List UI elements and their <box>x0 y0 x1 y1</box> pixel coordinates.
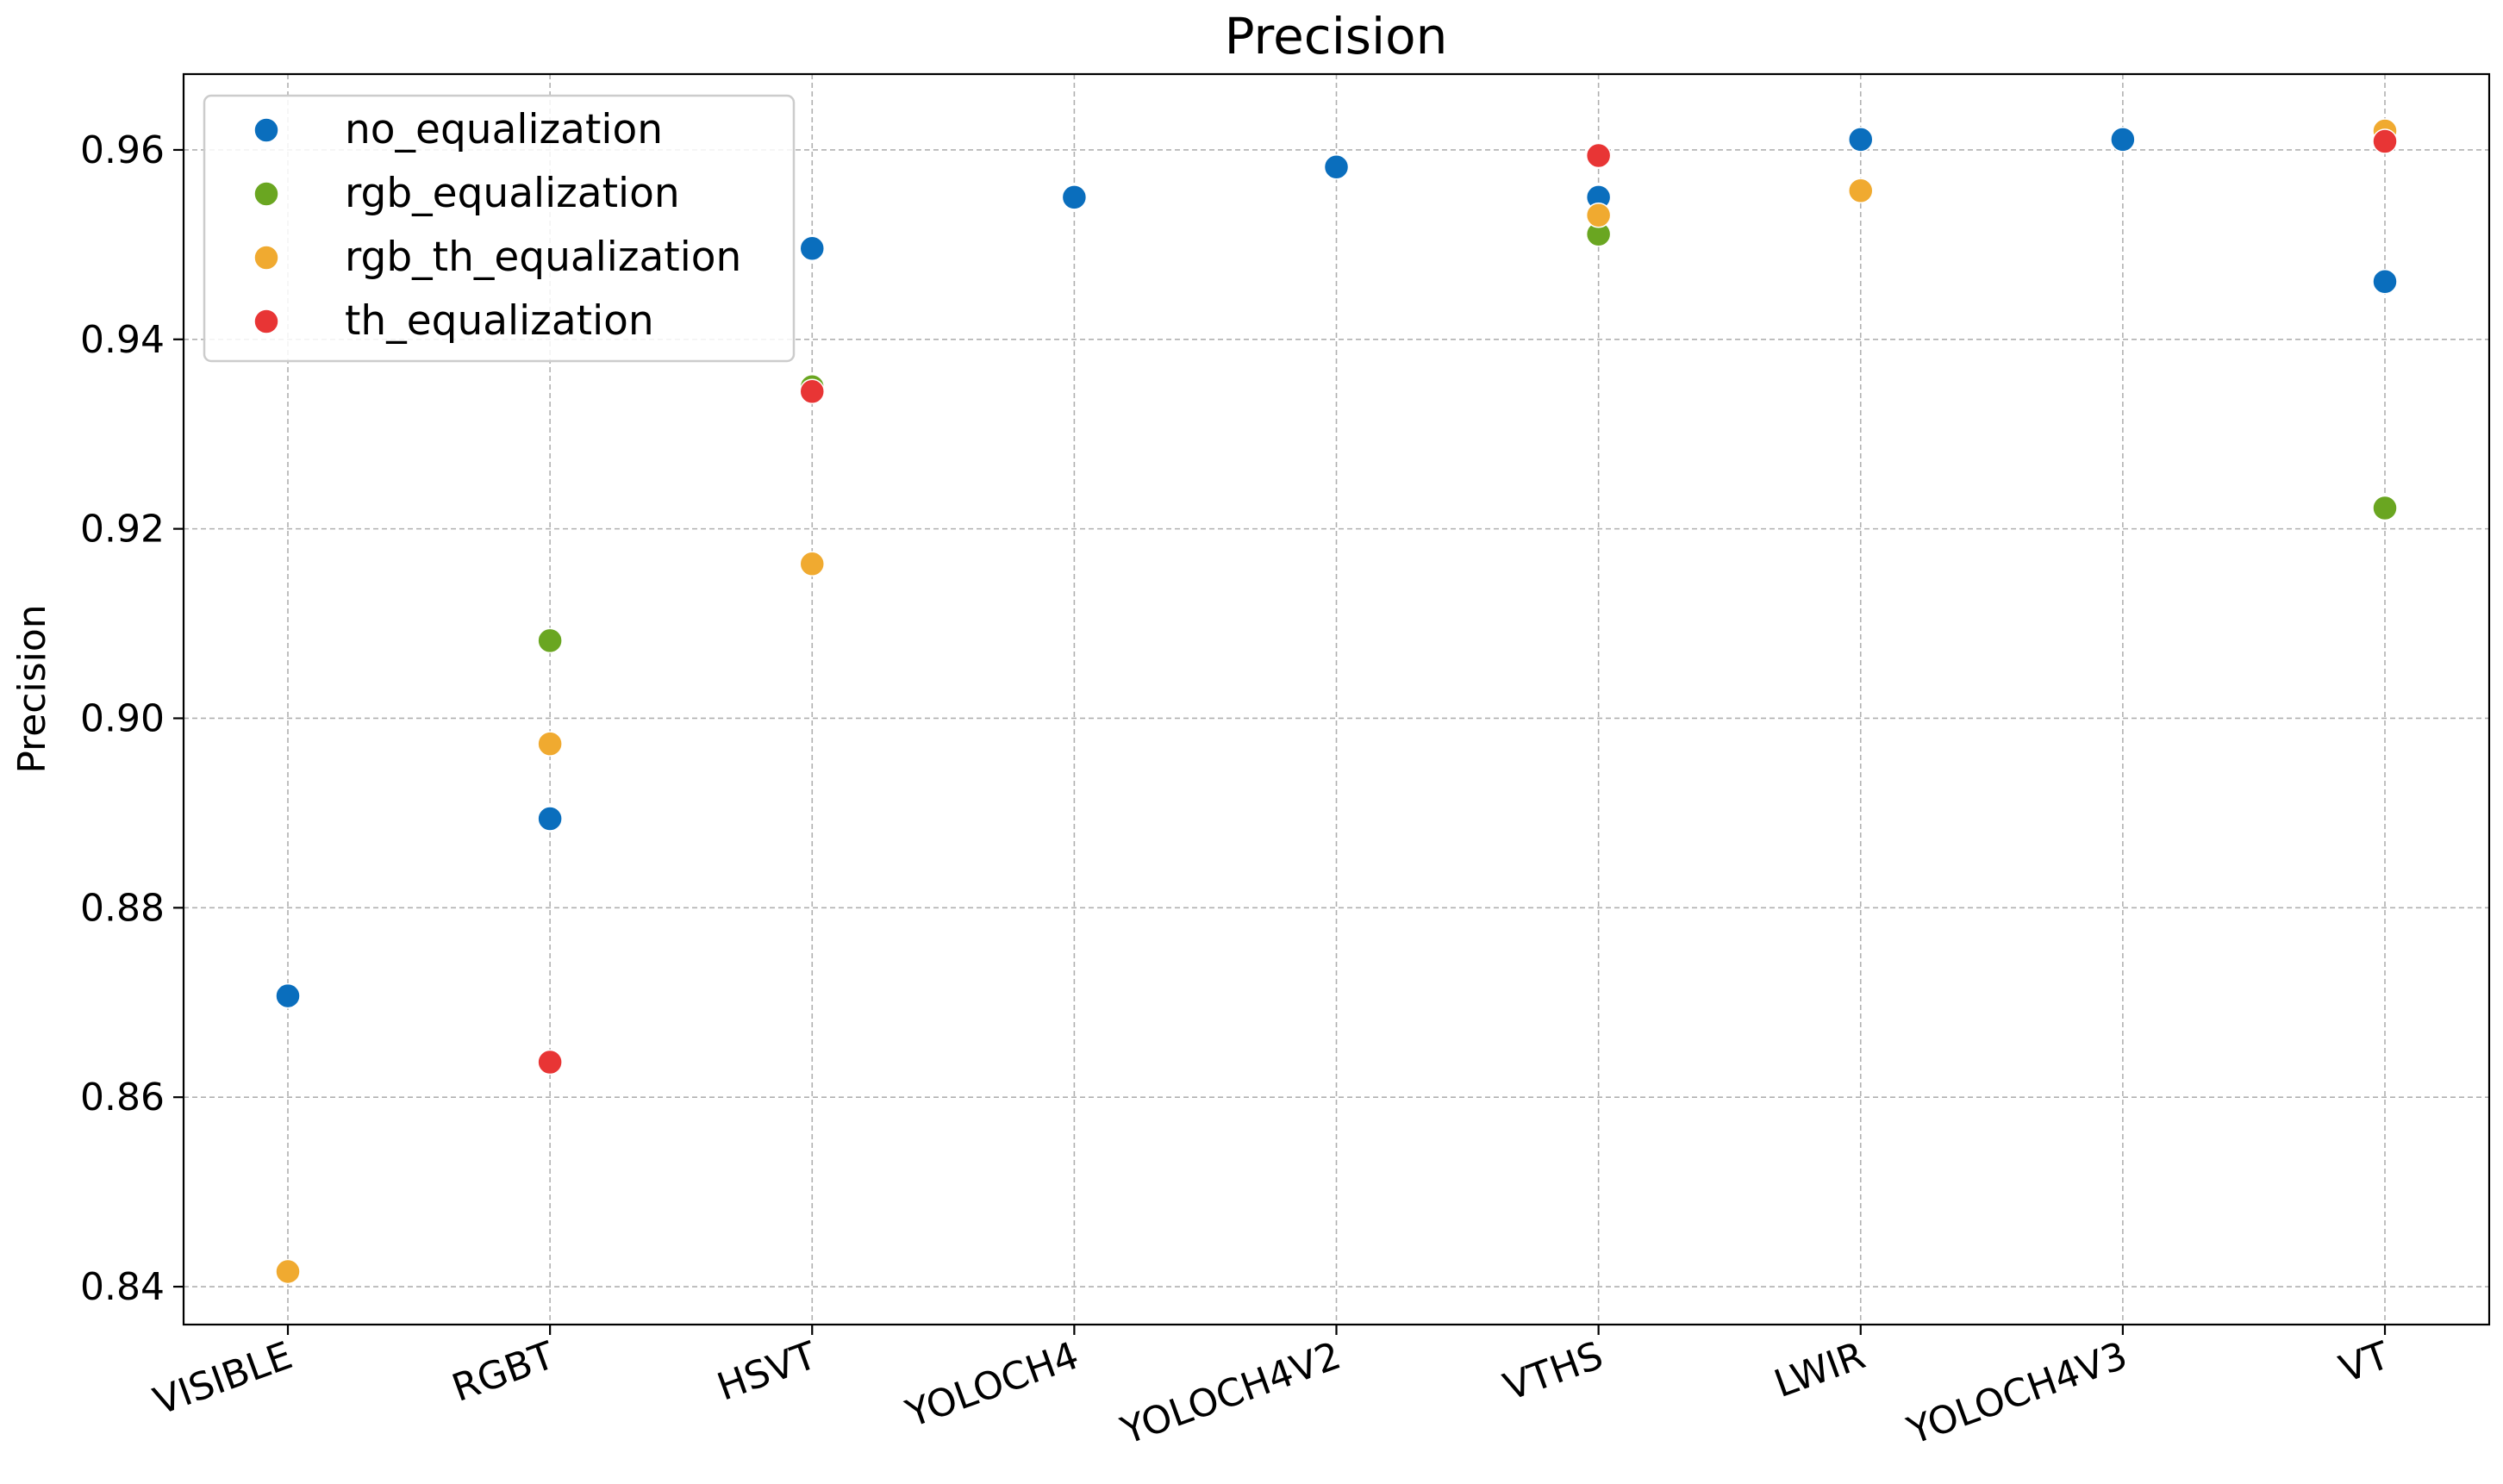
legend-label: rgb_equalization <box>345 170 680 217</box>
y-axis-ticks: 0.84 0.86 0.88 0.90 0.92 0.94 0.96 <box>80 128 184 1309</box>
legend-marker <box>253 181 279 207</box>
point-rgb-th-equalization <box>799 551 825 577</box>
legend-label: th_equalization <box>345 297 654 345</box>
point-rgb-th-equalization <box>1585 203 1612 228</box>
y-tick-label: 0.92 <box>80 508 165 552</box>
point-th-equalization <box>1585 142 1612 169</box>
x-tick-label: YOLOCH4V2 <box>1114 1333 1346 1453</box>
point-rgb-equalization <box>537 627 563 654</box>
series-th-equalization <box>537 128 2398 1076</box>
legend-box <box>203 94 796 363</box>
y-tick-label: 0.90 <box>80 696 165 740</box>
x-tick-label: VISIBLE <box>148 1333 298 1424</box>
series-rgb-th-equalization <box>275 118 2398 1285</box>
point-no-equalization <box>1323 153 1350 180</box>
x-tick-label: VT <box>2334 1333 2395 1391</box>
y-tick-label: 0.96 <box>80 128 165 172</box>
legend-item: no_equalization <box>253 106 663 153</box>
x-tick-label: LWIR <box>1769 1333 1870 1406</box>
y-tick-label: 0.88 <box>80 886 165 930</box>
x-axis-ticks: VISIBLE RGBT HSVT YOLOCH4 YOLOCH4V2 VTHS LWIR Y… <box>148 1325 2395 1454</box>
legend-item: rgb_th_equalization <box>253 234 741 281</box>
point-rgb-equalization <box>2372 495 2398 521</box>
point-no-equalization <box>537 806 563 832</box>
y-tick-label: 0.94 <box>80 318 165 362</box>
x-tick-label: YOLOCH4 <box>900 1333 1084 1437</box>
legend-marker <box>253 309 279 334</box>
x-tick-label: RGBT <box>446 1333 560 1411</box>
point-no-equalization <box>799 235 825 262</box>
data-points <box>275 118 2398 1285</box>
y-tick-label: 0.84 <box>80 1265 165 1309</box>
point-rgb-th-equalization <box>1848 178 1874 203</box>
legend-marker <box>253 245 279 271</box>
legend-marker <box>253 117 279 143</box>
series-no-equalization <box>275 127 2398 1009</box>
x-tick-label: YOLOCH4V3 <box>1901 1333 2133 1453</box>
y-axis-label: Precision <box>10 604 54 773</box>
legend-item: rgb_equalization <box>253 170 680 217</box>
legend-label: no_equalization <box>345 106 663 153</box>
legend-label: rgb_th_equalization <box>345 234 741 281</box>
chart-title: Precision <box>1225 7 1448 65</box>
plot-area-frame <box>182 72 2491 1326</box>
x-tick-label: VTHS <box>1498 1333 1608 1409</box>
point-th-equalization <box>537 1049 563 1076</box>
legend: no_equalization rgb_equalization rgb_th_eq… <box>203 94 796 363</box>
point-no-equalization <box>275 982 301 1009</box>
point-th-equalization <box>2372 128 2398 154</box>
point-no-equalization <box>1848 127 1874 153</box>
point-no-equalization <box>1061 184 1088 210</box>
y-tick-label: 0.86 <box>80 1076 165 1119</box>
series-rgb-equalization <box>537 221 2398 654</box>
point-rgb-th-equalization <box>537 731 563 757</box>
point-no-equalization <box>2372 268 2398 295</box>
point-rgb-th-equalization <box>275 1258 301 1285</box>
x-tick-label: HSVT <box>712 1333 822 1409</box>
legend-item: th_equalization <box>253 297 654 345</box>
point-th-equalization <box>799 378 825 404</box>
point-no-equalization <box>2110 127 2136 153</box>
